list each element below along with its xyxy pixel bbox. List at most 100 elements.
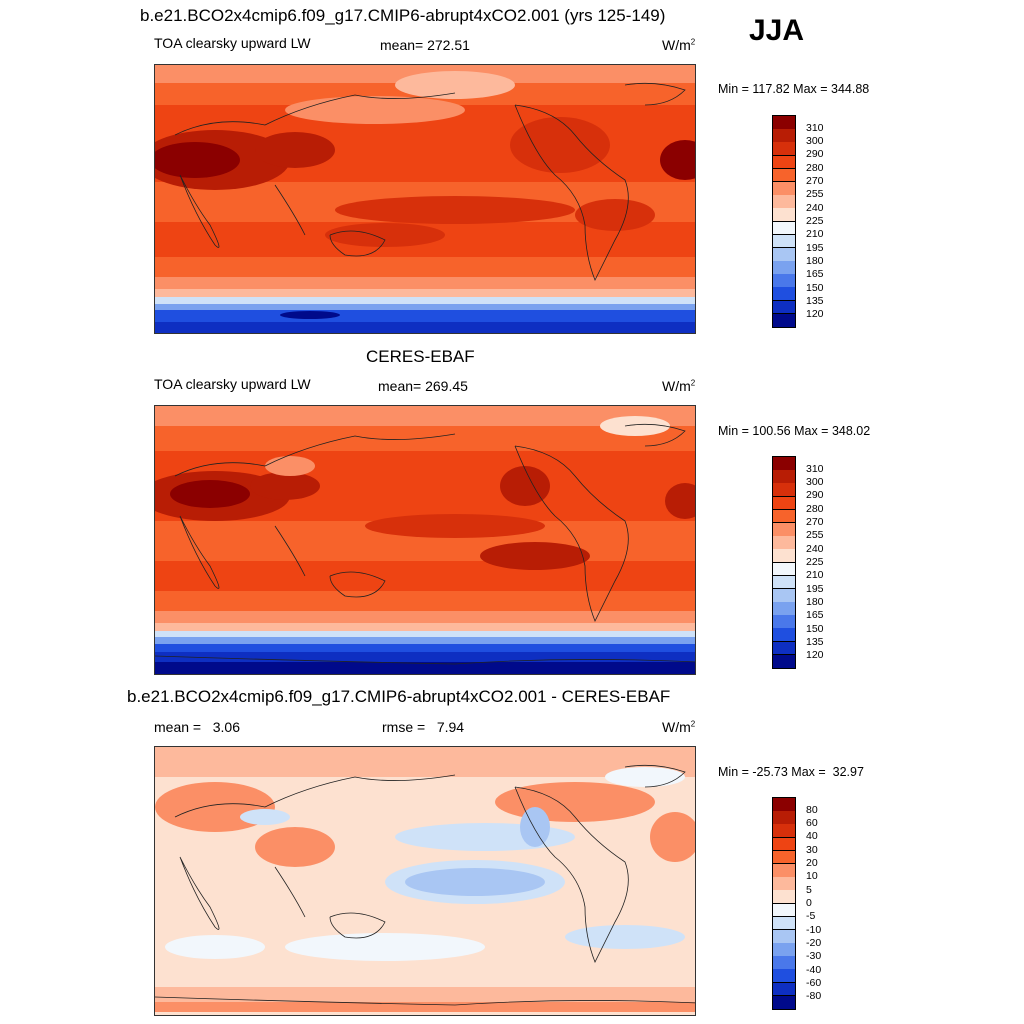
cbar3-label: 80 xyxy=(806,804,818,816)
panel-3-units: W/m2 xyxy=(662,719,696,735)
colorbar-swatch xyxy=(773,850,795,865)
colorbar-swatch xyxy=(773,943,795,957)
colorbar-swatch xyxy=(773,509,795,524)
panel-2-title: CERES-EBAF xyxy=(366,347,475,366)
panel-2-map xyxy=(154,405,696,675)
panel-1-map xyxy=(154,64,696,334)
colorbar-swatch xyxy=(773,129,795,143)
cbar1-label: 150 xyxy=(806,282,824,294)
cbar1-label: 270 xyxy=(806,175,824,187)
colorbar-swatch xyxy=(773,261,795,275)
cbar2-label: 165 xyxy=(806,609,824,621)
cbar2-label: 310 xyxy=(806,463,824,475)
cbar3-label: 20 xyxy=(806,857,818,869)
colorbar-swatch xyxy=(773,313,795,328)
colorbar-swatch xyxy=(773,641,795,656)
colorbar-swatch xyxy=(773,300,795,315)
colorbar-swatch xyxy=(773,615,795,629)
colorbar-swatch xyxy=(773,116,795,130)
colorbar-swatch xyxy=(773,903,795,918)
colorbar-swatch xyxy=(773,168,795,183)
colorbar-swatch xyxy=(773,798,795,812)
colorbar-swatch xyxy=(773,234,795,249)
cbar3-label: -80 xyxy=(806,990,822,1002)
panel-3-rmse-label: rmse = 7.94 xyxy=(382,719,465,735)
panel-3-minmax: Min = -25.73 Max = 32.97 xyxy=(718,765,864,779)
colorbar-swatch xyxy=(773,877,795,891)
colorbar-swatch xyxy=(773,628,795,643)
cbar2-label: 290 xyxy=(806,489,824,501)
panel-2-colorbar-swatches xyxy=(772,456,796,669)
cbar3-label: 60 xyxy=(806,817,818,829)
colorbar-swatch xyxy=(773,522,795,537)
colorbar-swatch xyxy=(773,287,795,302)
panel-2-variable-label: TOA clearsky upward LW xyxy=(154,376,311,392)
cbar1-label: 310 xyxy=(806,122,824,134)
colorbar-swatch xyxy=(773,274,795,288)
cbar2-label: 255 xyxy=(806,529,824,541)
cbar1-label: 240 xyxy=(806,202,824,214)
colorbar-swatch xyxy=(773,995,795,1010)
panel-3-colorbar-swatches xyxy=(772,797,796,1010)
cbar1-label: 135 xyxy=(806,295,824,307)
cbar1-label: 255 xyxy=(806,188,824,200)
cbar2-label: 180 xyxy=(806,596,824,608)
colorbar-swatch xyxy=(773,562,795,577)
colorbar-swatch xyxy=(773,602,795,616)
colorbar-swatch xyxy=(773,483,795,498)
cbar3-label: -30 xyxy=(806,950,822,962)
cbar1-label: 165 xyxy=(806,268,824,280)
colorbar-swatch xyxy=(773,247,795,262)
colorbar-swatch xyxy=(773,916,795,931)
cbar1-label: 180 xyxy=(806,255,824,267)
panel-1-title: b.e21.BCO2x4cmip6.f09_g17.CMIP6-abrupt4x… xyxy=(140,6,666,25)
cbar3-label: 5 xyxy=(806,884,812,896)
panel-2-units: W/m2 xyxy=(662,378,696,394)
colorbar-swatch xyxy=(773,837,795,852)
season-label: JJA xyxy=(749,14,805,47)
cbar3-label: -10 xyxy=(806,924,822,936)
cbar2-label: 240 xyxy=(806,543,824,555)
colorbar-swatch xyxy=(773,470,795,484)
cbar3-label: 0 xyxy=(806,897,812,909)
colorbar-swatch xyxy=(773,890,795,904)
colorbar-swatch xyxy=(773,929,795,944)
colorbar-swatch xyxy=(773,588,795,603)
colorbar-swatch xyxy=(773,181,795,196)
cbar3-label: -5 xyxy=(806,910,816,922)
colorbar-swatch xyxy=(773,142,795,157)
cbar2-label: 150 xyxy=(806,623,824,635)
cbar1-label: 210 xyxy=(806,228,824,240)
cbar3-label: -20 xyxy=(806,937,822,949)
colorbar-swatch xyxy=(773,536,795,550)
cbar3-label: 10 xyxy=(806,870,818,882)
colorbar-swatch xyxy=(773,969,795,984)
panel-1-mean-label: mean= 272.51 xyxy=(380,37,470,53)
cbar1-label: 195 xyxy=(806,242,824,254)
cbar1-label: 300 xyxy=(806,135,824,147)
colorbar-swatch xyxy=(773,863,795,878)
cbar3-label: -40 xyxy=(806,964,822,976)
cbar2-label: 120 xyxy=(806,649,824,661)
cbar3-label: 40 xyxy=(806,830,818,842)
cbar2-label: 135 xyxy=(806,636,824,648)
panel-3-map xyxy=(154,746,696,1016)
colorbar-swatch xyxy=(773,982,795,997)
cbar2-label: 210 xyxy=(806,569,824,581)
colorbar-swatch xyxy=(773,195,795,209)
cbar2-label: 225 xyxy=(806,556,824,568)
colorbar-swatch xyxy=(773,208,795,222)
cbar3-label: 30 xyxy=(806,844,818,856)
colorbar-swatch xyxy=(773,221,795,236)
colorbar-swatch xyxy=(773,457,795,471)
colorbar-swatch xyxy=(773,549,795,563)
panel-1-minmax: Min = 117.82 Max = 344.88 xyxy=(718,82,870,96)
cbar2-label: 270 xyxy=(806,516,824,528)
panel-1-units: W/m2 xyxy=(662,37,696,53)
cbar1-label: 120 xyxy=(806,308,824,320)
panel-2-minmax: Min = 100.56 Max = 348.02 xyxy=(718,424,871,438)
panel-3-title: b.e21.BCO2x4cmip6.f09_g17.CMIP6-abrupt4x… xyxy=(127,687,671,706)
colorbar-swatch xyxy=(773,956,795,970)
cbar2-label: 300 xyxy=(806,476,824,488)
colorbar-swatch xyxy=(773,811,795,825)
